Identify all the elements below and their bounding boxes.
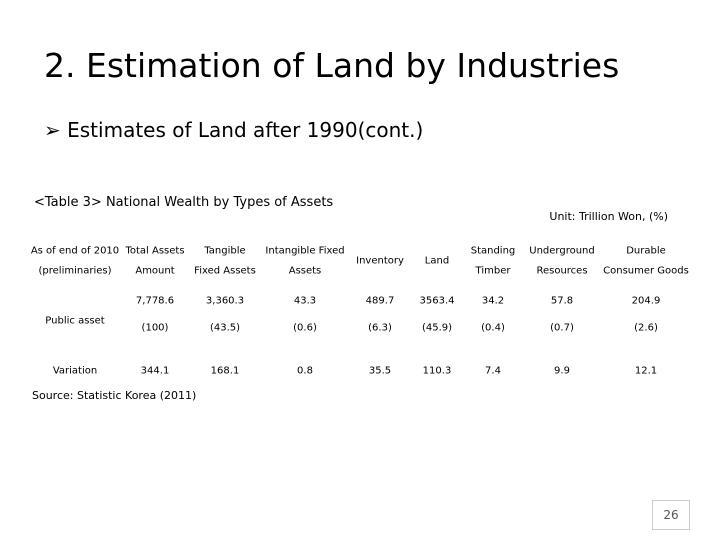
value-cell: 3563.4 <box>419 295 455 307</box>
table-unit: Unit: Trillion Won, (%) <box>549 210 668 223</box>
value-cell: 7,778.6 <box>135 295 175 307</box>
value-cell: 34.2 <box>481 295 505 307</box>
value-cell: 168.1 <box>210 365 240 377</box>
header-cell: Land <box>424 255 450 267</box>
bullet-arrow: ➢ <box>44 118 61 142</box>
value-cell: 7.4 <box>485 365 501 377</box>
value-cell: 3,360.3 <box>205 295 245 307</box>
value-cell: 12.1 <box>634 365 658 377</box>
bullet-text: Estimates of Land after 1990(cont.) <box>67 118 424 142</box>
share-cell: (45.9) <box>421 322 453 334</box>
source: Source: Statistic Korea (2011) <box>32 389 197 402</box>
header-cell: Assets <box>288 265 322 277</box>
share-cell: (0.4) <box>481 322 505 334</box>
header-cell: Resources <box>536 265 588 277</box>
header-cell: Amount <box>135 265 175 277</box>
bullet: ➢ Estimates of Land after 1990(cont.) <box>44 118 423 142</box>
header-cell: Standing <box>470 245 516 257</box>
slide-title: 2. Estimation of Land by Industries <box>44 46 620 85</box>
value-cell: 0.8 <box>297 365 313 377</box>
share-cell: (0.7) <box>550 322 574 334</box>
header-cell: Timber <box>475 265 511 277</box>
value-cell: 489.7 <box>365 295 395 307</box>
row-label: Public asset <box>45 315 105 326</box>
page-number: 26 <box>652 500 690 530</box>
header-cell: As of end of 2010 <box>30 245 120 257</box>
header-cell: Tangible <box>204 245 246 257</box>
value-cell: 35.5 <box>368 365 392 377</box>
value-cell: 43.3 <box>293 295 317 307</box>
row-label: Variation <box>52 365 98 377</box>
share-cell: (43.5) <box>209 322 241 334</box>
header-cell: Fixed Assets <box>194 265 256 277</box>
value-cell: 9.9 <box>554 365 570 377</box>
share-cell: (0.6) <box>293 322 317 334</box>
share-cell: (100) <box>141 322 169 334</box>
header-cell: (preliminaries) <box>38 265 112 277</box>
header-cell: Durable <box>626 245 666 257</box>
header-cell: Total Assets <box>125 245 185 257</box>
share-cell: (6.3) <box>368 322 392 334</box>
header-cell: Intangible Fixed <box>265 245 345 257</box>
header-cell: Inventory <box>356 255 404 267</box>
value-cell: 57.8 <box>550 295 574 307</box>
table-caption: <Table 3> National Wealth by Types of As… <box>34 195 334 210</box>
value-cell: 204.9 <box>631 295 661 307</box>
header-cell: Underground <box>529 245 595 257</box>
share-cell: (2.6) <box>634 322 658 334</box>
value-cell: 344.1 <box>140 365 170 377</box>
header-cell: Consumer Goods <box>603 265 689 277</box>
value-cell: 110.3 <box>422 365 452 377</box>
